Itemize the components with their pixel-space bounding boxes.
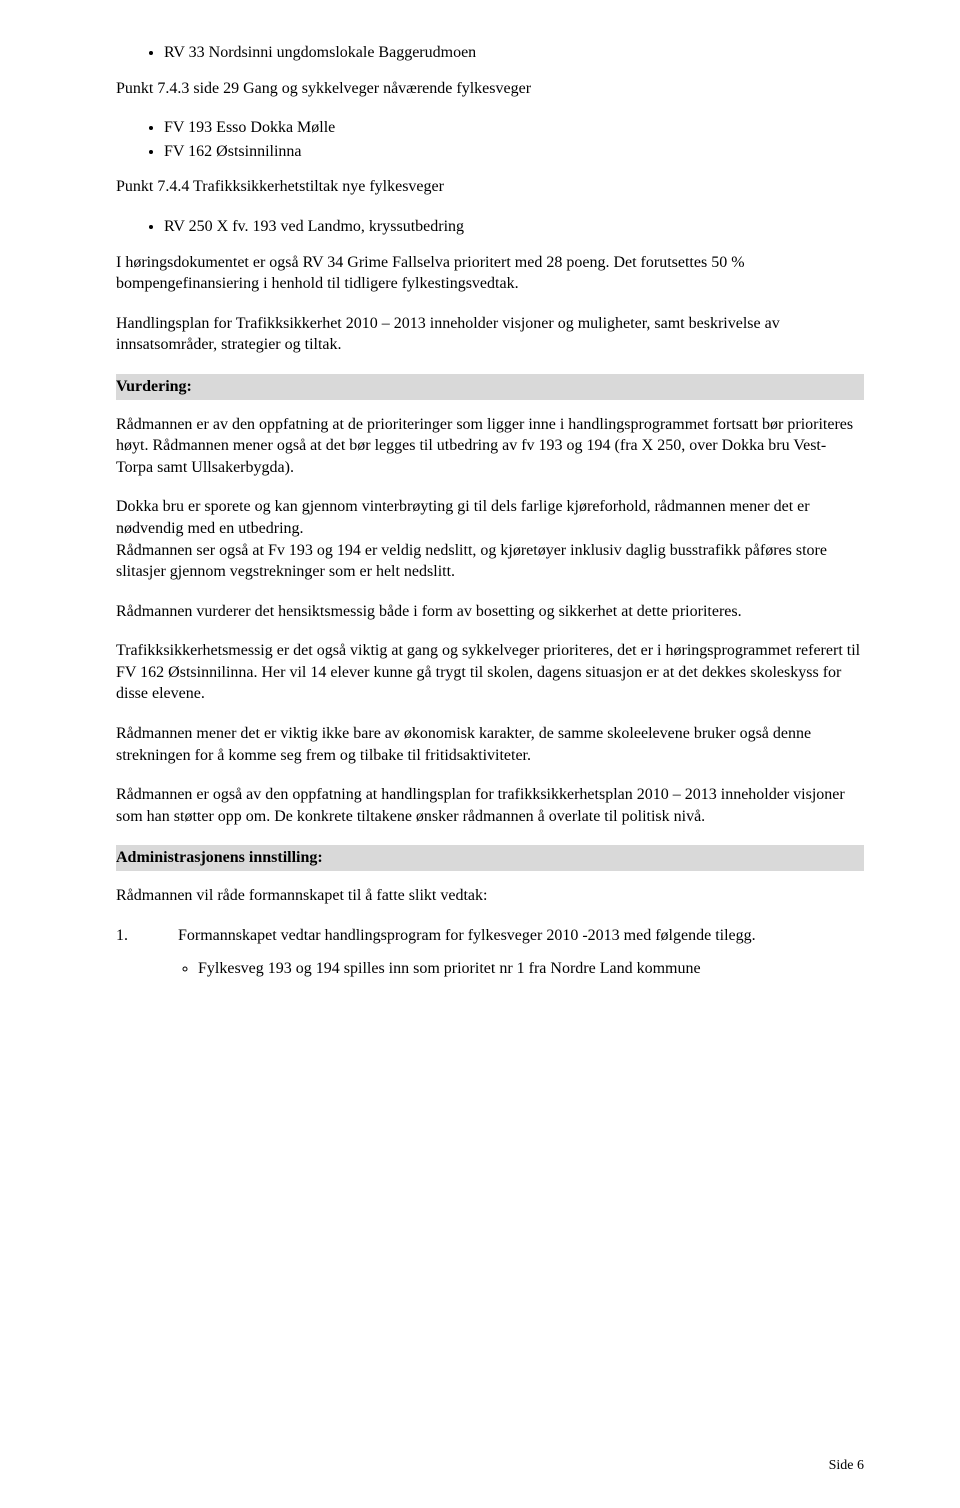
item-text: Formannskapet vedtar handlingsprogram fo… [178,925,756,947]
bullet-item: RV 250 X fv. 193 ved Landmo, kryssutbedr… [164,216,864,238]
paragraph-6: Rådmannen vurderer det hensiktsmessig bå… [116,601,864,623]
page-footer: Side 6 [829,1457,864,1476]
paragraph-9: Rådmannen er også av den oppfatning at h… [116,784,864,827]
punkt-744-heading: Punkt 7.4.4 Trafikksikkerhetstiltak nye … [116,176,864,198]
paragraph-3: Rådmannen er av den oppfatning at de pri… [116,414,864,479]
paragraph-8: Rådmannen mener det er viktig ikke bare … [116,723,864,766]
sub-bullet-item: Fylkesveg 193 og 194 spilles inn som pri… [198,958,864,980]
admin-heading: Administrasjonens innstilling: [116,845,864,871]
admin-label: Administrasjonens innstilling: [116,849,323,866]
bullets-743: FV 193 Esso Dokka Mølle FV 162 Østsinnil… [116,117,864,162]
paragraph-1: I høringsdokumentet er også RV 34 Grime … [116,252,864,295]
sub-bullets: Fylkesveg 193 og 194 spilles inn som pri… [116,958,864,980]
vurdering-heading: Vurdering: [116,374,864,400]
paragraph-2: Handlingsplan for Trafikksikkerhet 2010 … [116,313,864,356]
numbered-item-1: 1. Formannskapet vedtar handlingsprogram… [116,925,864,947]
paragraph-10: Rådmannen vil råde formannskapet til å f… [116,885,864,907]
bullet-item: FV 193 Esso Dokka Mølle [164,117,864,139]
paragraph-5: Rådmannen ser også at Fv 193 og 194 er v… [116,540,864,583]
bullet-item: FV 162 Østsinnilinna [164,141,864,163]
paragraph-7: Trafikksikkerhetsmessig er det også vikt… [116,640,864,705]
bullets-744: RV 250 X fv. 193 ved Landmo, kryssutbedr… [116,216,864,238]
item-number: 1. [116,925,178,947]
top-bullets: RV 33 Nordsinni ungdomslokale Baggerudmo… [116,42,864,64]
punkt-743-heading: Punkt 7.4.3 side 29 Gang og sykkelveger … [116,78,864,100]
paragraph-4: Dokka bru er sporete og kan gjennom vint… [116,496,864,539]
vurdering-label: Vurdering: [116,378,192,395]
bullet-item: RV 33 Nordsinni ungdomslokale Baggerudmo… [164,42,864,64]
numbered-list: 1. Formannskapet vedtar handlingsprogram… [116,925,864,947]
